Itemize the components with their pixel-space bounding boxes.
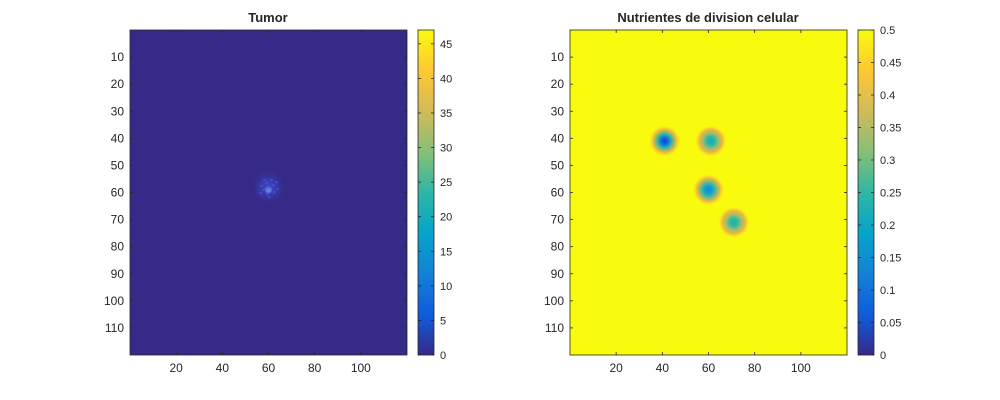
nutrient-colorbar-tick-label: 0.25: [880, 188, 901, 200]
tumor-colorbar-ticks: 0 5 10 15 20 25 30 35 40 45: [418, 39, 452, 362]
tumor-colorbar-tick-label: 25: [440, 177, 452, 189]
nutrient-colorbar-tick-label: 0.5: [880, 25, 895, 37]
nutrient-colorbar-tick-label: 0.45: [880, 58, 901, 70]
tumor-colorbar-tick-label: 45: [440, 39, 452, 51]
tumor-cell-speckle: [272, 184, 275, 187]
tumor-panel: Tumor 20 40 60 80 100 1020304050607080901001…: [104, 10, 452, 375]
nutrient-features: [648, 125, 750, 239]
tumor-colorbar-tick-label: 0: [440, 350, 446, 362]
nutrient-colorbar-tick-label: 0.4: [880, 90, 895, 102]
tumor-ytick-label: 100: [104, 294, 124, 308]
nutrient-xtick-label: 100: [791, 361, 811, 375]
tumor-cell-speckle: [259, 192, 262, 195]
tumor-ytick-label: 110: [105, 321, 124, 335]
tumor-ytick-label: 10: [111, 50, 125, 64]
nutrient-ytick-label: 60: [551, 186, 565, 200]
tumor-cell-speckle: [260, 185, 263, 188]
nutrient-colorbar-tick-label: 0.2: [880, 220, 895, 232]
tumor-colorbar-tick-label: 10: [440, 281, 452, 293]
nutrient-depletion-spot: [694, 125, 727, 158]
tumor-ytick-label: 50: [111, 158, 125, 172]
nutrient-ytick-label: 50: [551, 158, 565, 172]
tumor-cell-speckle: [268, 196, 271, 199]
nutrient-depletion-spot: [717, 206, 750, 239]
nutrient-ytick-label: 70: [551, 213, 565, 227]
nutrient-ytick-label: 100: [544, 294, 564, 308]
tumor-xtick-label: 100: [351, 361, 371, 375]
tumor-cell-speckle: [265, 182, 268, 185]
nutrient-colorbar-ticks: 0 0.05 0.1 0.15 0.2 0.25 0.3 0.35 0.4 0.45 0.5: [858, 25, 901, 362]
nutrient-x-axis: 20 40 60 80 100: [609, 30, 811, 375]
nutrient-y-axis: 10 20 30 40 50 60 70 80 90 100 110: [544, 50, 847, 335]
tumor-colorbar-tick-label: 40: [440, 73, 452, 85]
nutrient-ytick-label: 30: [551, 104, 565, 118]
nutrient-ytick-label: 80: [551, 240, 565, 254]
tumor-xtick-label: 80: [308, 361, 322, 375]
tumor-colorbar-tick-label: 5: [440, 315, 446, 327]
tumor-colorbar-tick-label: 30: [440, 143, 452, 155]
nutrient-xtick-label: 80: [748, 361, 762, 375]
nutrient-depletion-spot: [648, 125, 681, 158]
nutrient-colorbar-tick-label: 0.1: [880, 285, 895, 297]
tumor-xtick-label: 20: [169, 361, 183, 375]
tumor-colorbar: [418, 30, 434, 355]
tumor-ytick-label: 60: [111, 186, 125, 200]
nutrient-panel: Nutrientes de division celular 20 40 60 80 1…: [544, 10, 901, 375]
tumor-cell-speckle: [275, 181, 278, 184]
tumor-cluster-halo: [250, 168, 287, 206]
tumor-colorbar-frame: [417, 29, 435, 356]
nutrient-xtick-label: 20: [609, 361, 623, 375]
tumor-cell-speckle: [273, 191, 276, 194]
tumor-cell-speckle: [262, 189, 265, 192]
nutrient-ytick-label: 10: [551, 50, 565, 64]
nutrient-xtick-label: 40: [656, 361, 670, 375]
tumor-xtick-label: 40: [216, 361, 230, 375]
tumor-ytick-label: 90: [111, 267, 125, 281]
nutrient-colorbar-tick-label: 0.15: [880, 253, 901, 265]
tumor-cell-speckle: [270, 179, 273, 182]
tumor-ytick-label: 40: [111, 131, 125, 145]
tumor-ytick-label: 20: [111, 77, 125, 91]
nutrient-colorbar-tick-label: 0.35: [880, 123, 901, 135]
nutrient-depletion-spot: [692, 173, 725, 206]
nutrient-ytick-label: 90: [551, 267, 565, 281]
tumor-y-axis: 10 20 30 40 50 60 70 80 90 100 110: [104, 50, 407, 335]
nutrient-ytick-label: 20: [551, 77, 565, 91]
tumor-xtick-label: 60: [262, 361, 276, 375]
tumor-ytick-label: 30: [111, 104, 125, 118]
tumor-title: Tumor: [248, 10, 287, 25]
nutrient-colorbar-tick-label: 0: [880, 350, 886, 362]
tumor-cell-speckle: [263, 179, 266, 182]
tumor-ytick-label: 80: [111, 240, 125, 254]
nutrient-title: Nutrientes de division celular: [617, 10, 798, 25]
nutrient-ytick-label: 110: [545, 321, 564, 335]
nutrient-colorbar-tick-label: 0.05: [880, 318, 901, 330]
tumor-x-axis: 20 40 60 80 100: [169, 30, 371, 375]
nutrient-ytick-label: 40: [551, 131, 565, 145]
nutrient-xtick-label: 60: [702, 361, 716, 375]
tumor-colorbar-tick-label: 15: [440, 246, 452, 258]
nutrient-colorbar: [858, 30, 874, 355]
tumor-features: [250, 168, 287, 206]
tumor-cell-speckle: [266, 193, 269, 196]
tumor-colorbar-tick-label: 20: [440, 212, 452, 224]
nutrient-colorbar-tick-label: 0.3: [880, 155, 895, 167]
tumor-colorbar-tick-label: 35: [440, 108, 452, 120]
tumor-ytick-label: 70: [111, 213, 125, 227]
tumor-cell-speckle: [276, 188, 279, 191]
